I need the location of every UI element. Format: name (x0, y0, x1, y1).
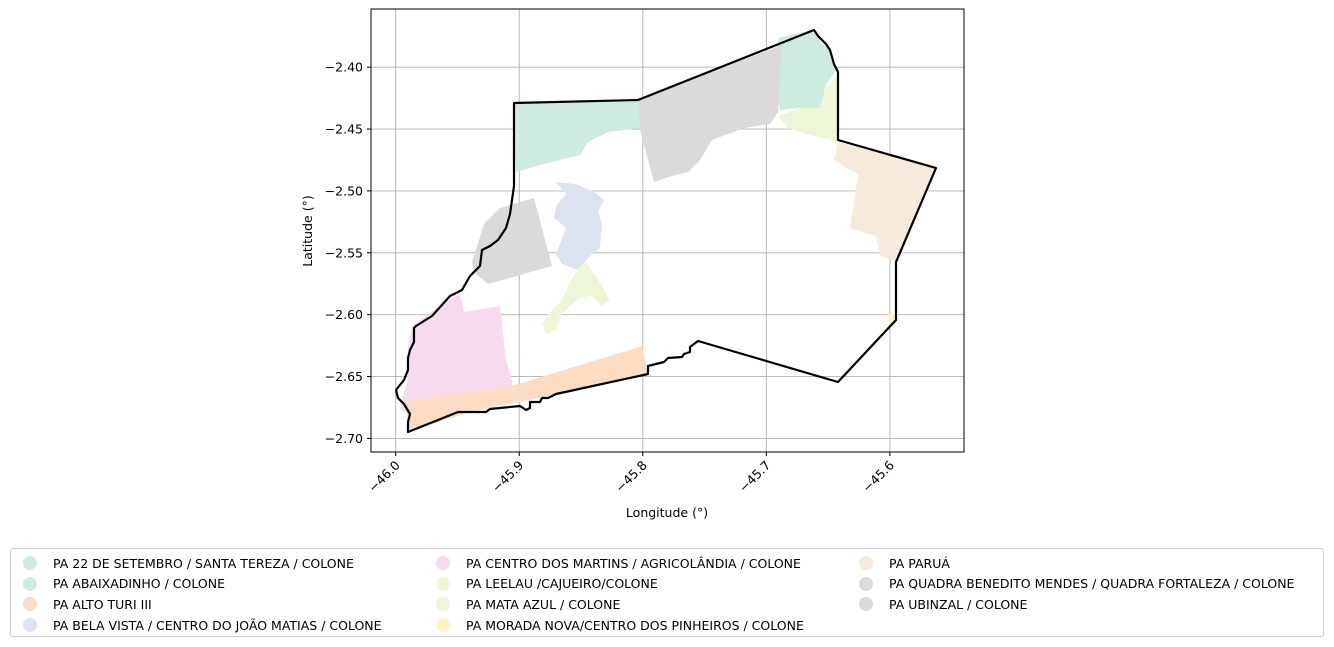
legend-item: PA ALTO TURI III (23, 594, 382, 615)
legend-marker-icon (23, 556, 37, 571)
legend-column-2: PA CENTRO DOS MARTINS / AGRICOLÂNDIA / C… (436, 553, 804, 635)
parcel-alto-turi-iii (406, 346, 648, 430)
y-tick-label: −2.60 (325, 307, 363, 322)
legend-marker-icon (436, 576, 450, 591)
x-tick-label: −45.6 (859, 457, 897, 495)
legend-item: PA QUADRA BENEDITO MENDES / QUADRA FORTA… (859, 574, 1294, 595)
legend-marker-icon (859, 597, 873, 612)
parcel-leelau (778, 75, 838, 142)
legend-marker-icon (859, 556, 873, 571)
y-tick-label: −2.70 (325, 431, 363, 446)
legend-item: PA ABAIXADINHO / COLONE (23, 574, 382, 595)
parcel-centro-dos-martins (400, 294, 512, 416)
legend-label: PA UBINZAL / COLONE (889, 596, 1028, 612)
plot-frame (370, 8, 965, 453)
y-tick-label: −2.55 (325, 245, 363, 260)
x-axis-label: Longitude (°) (626, 505, 708, 520)
legend-label: PA MORADA NOVA/CENTRO DOS PINHEIROS / CO… (466, 617, 804, 633)
parcel-mata-azul (542, 262, 610, 334)
parcel-parua (834, 142, 936, 262)
parcel-22-de-setembro (514, 100, 640, 172)
legend-marker-icon (436, 556, 450, 571)
y-tick-label: −2.40 (325, 60, 363, 75)
legend-marker-icon (23, 597, 37, 612)
legend-column-1: PA 22 DE SETEMBRO / SANTA TEREZA / COLON… (23, 553, 382, 635)
y-tick-label: −2.65 (325, 369, 363, 384)
legend-item: PA 22 DE SETEMBRO / SANTA TEREZA / COLON… (23, 553, 382, 574)
settlement-parcels (400, 30, 936, 430)
x-tick-label: −45.9 (489, 457, 527, 495)
legend-label: PA ALTO TURI III (53, 596, 152, 612)
legend-marker-icon (23, 618, 37, 633)
x-tick-label: −46.0 (365, 457, 403, 495)
municipality-boundary (394, 28, 938, 434)
legend-label: PA CENTRO DOS MARTINS / AGRICOLÂNDIA / C… (466, 555, 801, 571)
legend-item: PA UBINZAL / COLONE (859, 594, 1294, 615)
x-tick-label: −45.8 (612, 457, 650, 495)
legend: PA 22 DE SETEMBRO / SANTA TEREZA / COLON… (10, 548, 1324, 637)
legend-item: PA MORADA NOVA/CENTRO DOS PINHEIROS / CO… (436, 615, 804, 636)
y-tick-label: −2.45 (325, 122, 363, 137)
legend-item: PA MATA AZUL / COLONE (436, 594, 804, 615)
legend-label: PA 22 DE SETEMBRO / SANTA TEREZA / COLON… (53, 555, 354, 571)
legend-item: PA BELA VISTA / CENTRO DO JOÃO MATIAS / … (23, 615, 382, 636)
parcel-ubinzal (472, 198, 552, 284)
parcel-quadra-benedito (638, 45, 782, 182)
legend-item: PA PARUÁ (859, 553, 1294, 574)
legend-label: PA ABAIXADINHO / COLONE (53, 576, 225, 592)
legend-column-3: PA PARUÁ PA QUADRA BENEDITO MENDES / QUA… (859, 553, 1294, 615)
y-tick-label: −2.50 (325, 183, 363, 198)
legend-label: PA LEELAU /CAJUEIRO/COLONE (466, 576, 658, 592)
legend-marker-icon (436, 597, 450, 612)
legend-label: PA MATA AZUL / COLONE (466, 596, 621, 612)
legend-label: PA BELA VISTA / CENTRO DO JOÃO MATIAS / … (53, 617, 382, 633)
y-axis-label: Latitude (°) (300, 195, 315, 266)
parcel-bela-vista (554, 182, 604, 270)
legend-label: PA QUADRA BENEDITO MENDES / QUADRA FORTA… (889, 576, 1295, 592)
x-tick-label: −45.7 (736, 458, 774, 496)
legend-item: PA CENTRO DOS MARTINS / AGRICOLÂNDIA / C… (436, 553, 804, 574)
legend-item: PA LEELAU /CAJUEIRO/COLONE (436, 574, 804, 595)
legend-marker-icon (23, 576, 37, 591)
parcel-abaixadinho (776, 30, 836, 110)
legend-label: PA PARUÁ (889, 555, 950, 571)
legend-marker-icon (436, 618, 450, 633)
legend-marker-icon (859, 576, 873, 591)
